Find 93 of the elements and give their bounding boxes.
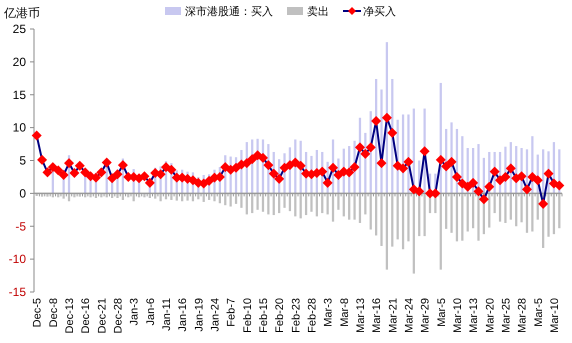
x-tick-label: Mar-5 <box>436 298 448 327</box>
bar <box>300 193 302 218</box>
bar <box>466 193 469 232</box>
y-tick-label: 15 <box>12 88 26 102</box>
y-tick-label: -10 <box>8 252 26 266</box>
bar <box>348 193 350 220</box>
bar <box>181 193 184 202</box>
x-tick-label: Mar-21 <box>387 298 400 333</box>
x-tick-label: Mar-13 <box>468 298 480 333</box>
bar <box>364 193 366 214</box>
x-tick-label: Mar-10 <box>452 298 464 333</box>
bar <box>342 193 345 216</box>
bar <box>84 193 86 198</box>
x-tick-label: Dec-8 <box>48 298 60 328</box>
bar <box>510 193 512 220</box>
x-tick-label: Jan-24 <box>209 298 222 332</box>
y-axis-title: 亿港币 <box>3 6 40 20</box>
y-tick-label: 5 <box>19 154 26 168</box>
bar <box>278 193 280 214</box>
bar <box>230 193 232 207</box>
bar <box>62 193 65 199</box>
x-tick-label: Mar-3 <box>322 298 335 327</box>
bar <box>445 193 448 229</box>
bar <box>488 193 490 228</box>
y-tick-label: 20 <box>12 54 26 69</box>
bar <box>440 193 442 270</box>
bar <box>267 193 270 214</box>
x-tick-label: Feb-23 <box>290 298 302 333</box>
x-tick-label: Mar-10 <box>548 298 561 333</box>
x-tick-label: Mar-29 <box>420 298 432 333</box>
bar <box>321 193 324 214</box>
y-tick-label: -5 <box>15 219 26 234</box>
bar <box>154 193 156 199</box>
bar <box>558 193 560 228</box>
bar <box>110 193 114 198</box>
x-tick-label: Mar-28 <box>516 298 529 333</box>
bar <box>57 193 60 198</box>
bar <box>294 193 296 216</box>
bar <box>202 193 205 202</box>
bar <box>374 193 378 236</box>
bar <box>326 193 329 214</box>
x-tick-label: Dec-28 <box>112 298 125 334</box>
x-tick-label: Mar-24 <box>403 298 416 333</box>
x-tick-label: Feb-10 <box>242 298 254 333</box>
x-tick-label: Feb-15 <box>258 298 270 333</box>
x-tick-label: Mar-25 <box>500 298 512 333</box>
bar <box>542 149 544 194</box>
bar <box>251 193 254 214</box>
bar <box>536 193 539 220</box>
bar <box>176 193 178 201</box>
x-tick-label: Mar-5 <box>532 298 545 327</box>
bar <box>52 193 54 198</box>
x-tick-label: Jan-16 <box>177 298 190 332</box>
bar <box>106 193 108 198</box>
bar <box>515 193 518 226</box>
x-tick-label: Mar-8 <box>338 298 351 327</box>
x-tick-label: Jan-19 <box>193 298 206 332</box>
legend-label: 深市港股通：买入 <box>185 5 273 18</box>
x-tick-label: Jan-11 <box>161 298 173 331</box>
y-tick-label: 10 <box>12 120 26 135</box>
bar <box>370 193 372 230</box>
bar <box>246 193 248 214</box>
y-tick-label: 25 <box>12 22 26 36</box>
x-tick-label: Mar-13 <box>354 298 367 333</box>
y-tick-label: -15 <box>8 285 26 299</box>
x-tick-label: Jan-6 <box>144 298 157 326</box>
x-tick-label: Dec-5 <box>32 298 44 328</box>
x-tick-label: Dec-13 <box>64 298 76 334</box>
bar <box>494 193 496 214</box>
bar <box>127 193 130 198</box>
bar <box>316 193 318 216</box>
legend-label: 卖出 <box>307 5 329 18</box>
x-tick-label: Feb-28 <box>306 298 318 333</box>
bar <box>391 193 394 247</box>
x-tick-label: Dec-16 <box>80 298 92 334</box>
x-tick-label: Jan-3 <box>128 298 141 326</box>
bar <box>218 193 222 204</box>
legend-label: 净买入 <box>363 5 396 18</box>
bar <box>531 193 534 232</box>
bar <box>224 193 226 206</box>
bar <box>396 193 399 240</box>
bar <box>100 193 102 198</box>
bar <box>197 193 200 200</box>
x-tick-label: Feb-7 <box>226 298 238 327</box>
x-tick-label: Mar-16 <box>371 298 384 333</box>
y-tick-label: 0 <box>19 186 26 200</box>
x-tick-label: Mar-20 <box>484 298 496 333</box>
bar <box>461 193 464 241</box>
x-tick-label: Feb-20 <box>274 298 286 333</box>
x-tick-label: Dec-21 <box>96 298 108 334</box>
bar <box>132 193 135 202</box>
bar <box>148 193 151 198</box>
bar <box>272 193 275 216</box>
